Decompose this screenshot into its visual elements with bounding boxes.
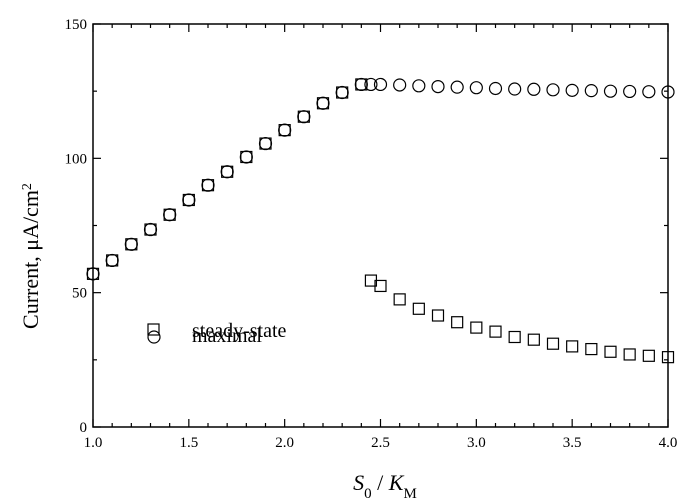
- maximal-point: [623, 84, 637, 99]
- maximal-point: [469, 81, 483, 95]
- axis-ticks: [92, 23, 669, 428]
- maximal-point: [163, 208, 177, 222]
- maximal-point: [373, 77, 388, 92]
- maximal-point: [546, 83, 560, 97]
- legend-marker-maximal: [147, 330, 161, 344]
- steady-state-point: [412, 302, 425, 315]
- steady-state-point: [642, 349, 655, 362]
- maximal-point: [258, 136, 273, 151]
- y-tick-label: 150: [65, 17, 88, 33]
- steady-state-point: [508, 330, 521, 344]
- maximal-point: [316, 96, 330, 110]
- legend: steady-state maximal: [147, 320, 287, 347]
- steady-state-point: [451, 316, 464, 329]
- maximal-point: [220, 165, 234, 179]
- maximal-point: [450, 80, 464, 94]
- steady-state-point: [604, 345, 617, 358]
- x-tick-label: 4.0: [659, 435, 678, 451]
- legend-label-maximal: maximal: [192, 325, 262, 347]
- plot-frame: [92, 23, 669, 428]
- x-tick-label: 1.5: [179, 435, 198, 451]
- steady-state-point: [470, 321, 483, 334]
- x-tick-label: 2.5: [371, 435, 390, 451]
- steady-state-point: [566, 340, 579, 353]
- axis-tick-labels: 1.0 1.5 2.0 2.5 3.0 3.5 4.0 0 50 100 150: [65, 17, 678, 451]
- maximal-point: [393, 78, 407, 92]
- maximal-point: [642, 85, 656, 99]
- steady-state-point: [393, 293, 406, 306]
- steady-state-point: [431, 309, 445, 322]
- maximal-point: [584, 84, 598, 98]
- x-tick-label: 3.5: [563, 435, 582, 451]
- maximal-point: [488, 81, 503, 96]
- steady-state-point: [374, 279, 387, 293]
- y-tick-label: 50: [72, 286, 87, 302]
- maximal-point: [354, 77, 368, 92]
- steady-state-point: [623, 348, 636, 361]
- x-tick-label: 3.0: [467, 435, 486, 451]
- steady-state-point: [527, 333, 540, 346]
- x-tick-label: 1.0: [84, 435, 103, 451]
- steady-state-point: [585, 342, 598, 356]
- maximal-point: [239, 150, 253, 164]
- maximal-point: [297, 110, 311, 124]
- maximal-point: [335, 85, 349, 100]
- maximal-point: [508, 82, 522, 96]
- maximal-point: [182, 193, 196, 207]
- maximal-point: [364, 77, 378, 92]
- y-tick-label: 0: [80, 420, 88, 436]
- maximal-point: [565, 83, 579, 97]
- maximal-point: [124, 237, 138, 251]
- y-axis-title-superscript: 2: [20, 183, 35, 190]
- maximal-point: [527, 82, 541, 96]
- maximal-point: [201, 178, 215, 192]
- y-axis-title: Current, μA/cm2: [18, 183, 43, 329]
- legend-label-steady-state: steady-state: [192, 320, 287, 342]
- steady-state-point: [546, 337, 560, 350]
- maximal-point: [412, 79, 426, 93]
- x-axis-title: S0 / KM: [353, 470, 417, 502]
- legend-marker-steady-state: [147, 323, 160, 336]
- maximal-point: [143, 222, 158, 237]
- maximal-point: [431, 79, 445, 94]
- maximal-point: [105, 253, 119, 268]
- maximal-point: [278, 123, 292, 137]
- x-tick-label: 2.0: [275, 435, 294, 451]
- steady-state-point: [489, 325, 502, 338]
- maximal-point: [603, 84, 618, 98]
- y-tick-label: 100: [65, 151, 88, 167]
- data-markers: [86, 77, 675, 364]
